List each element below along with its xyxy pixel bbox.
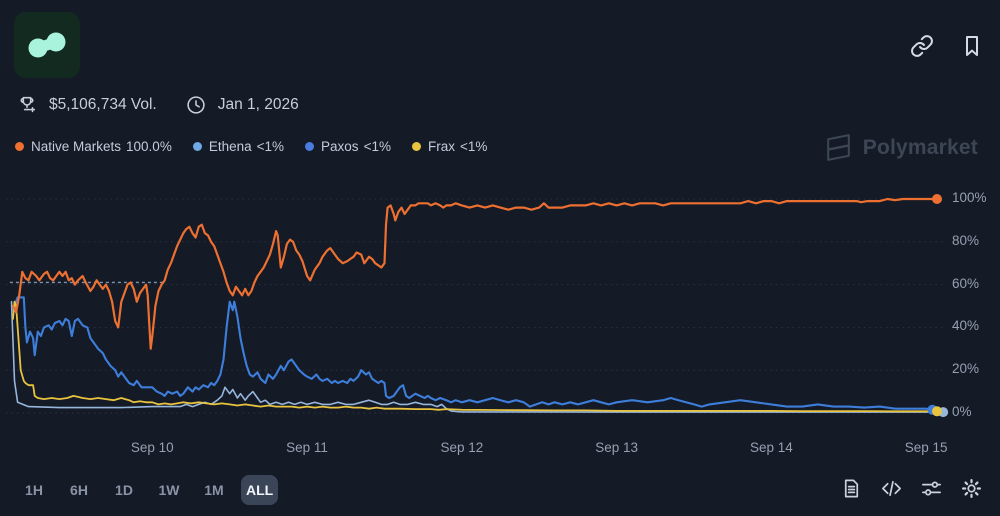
y-tick-label: 100% (952, 190, 987, 205)
market-avatar (14, 12, 80, 78)
clock-icon (185, 94, 207, 116)
header-actions (910, 34, 984, 58)
series-line-native-markets (11, 197, 939, 350)
x-tick-label: Sep 11 (286, 440, 328, 455)
code-icon[interactable] (880, 477, 903, 500)
y-tick-label: 60% (952, 275, 980, 291)
range-button-all[interactable]: ALL (241, 475, 279, 505)
document-icon[interactable] (840, 477, 863, 500)
legend-item-frax[interactable]: Frax <1% (411, 139, 488, 154)
legend-label: Paxos (321, 139, 359, 154)
series-dot-ethena (192, 142, 202, 151)
legend-value: <1% (363, 139, 391, 154)
time-range-toolbar: 1H 6H 1D 1W 1M ALL (16, 475, 279, 505)
y-tick-label: 20% (952, 361, 980, 377)
legend-value: <1% (256, 139, 285, 154)
legend-value: <1% (459, 139, 488, 154)
range-button-1h[interactable]: 1H (16, 475, 52, 505)
y-tick-label: 0% (952, 404, 972, 419)
x-tick-label: Sep 14 (749, 440, 793, 455)
x-tick-label: Sep 10 (130, 440, 174, 455)
series-line-paxos (11, 296, 934, 411)
end-date-text: Jan 1, 2026 (217, 96, 299, 113)
y-tick-label: 40% (952, 318, 980, 334)
range-button-1d[interactable]: 1D (106, 475, 142, 505)
bookmark-icon[interactable] (960, 34, 984, 58)
series-end-dot-native-markets (932, 194, 942, 204)
series-line-frax (12, 300, 938, 413)
series-line-ethena (10, 300, 945, 413)
range-button-1m[interactable]: 1M (196, 475, 232, 505)
settings-icon[interactable] (960, 477, 983, 500)
link-icon[interactable] (910, 34, 934, 58)
chart-legend: Native Markets 100.0% Ethena <1% Paxos <… (15, 139, 487, 154)
filters-icon[interactable] (920, 477, 943, 500)
series-dot-frax (411, 142, 421, 151)
polymarket-logo-icon (826, 134, 850, 161)
x-tick-label: Sep 13 (595, 440, 638, 455)
polymarket-watermark: Polymarket (822, 131, 978, 164)
x-tick-label: Sep 12 (440, 440, 484, 455)
y-tick-label: 80% (952, 232, 980, 248)
series-dot-native (15, 142, 24, 151)
legend-item-ethena[interactable]: Ethena <1% (192, 139, 285, 154)
mint-blob-icon (28, 32, 66, 58)
x-tick-label: Sep 15 (904, 440, 948, 455)
series-end-dot-frax (932, 406, 942, 417)
series-dot-paxos (305, 142, 315, 151)
range-button-6h[interactable]: 6H (61, 475, 97, 505)
volume-text: $5,106,734 Vol. (49, 96, 157, 113)
market-stats: $5,106,734 Vol. Jan 1, 2026 (16, 94, 299, 116)
legend-label: Frax (427, 139, 455, 154)
chart-tools (840, 477, 983, 500)
legend-item-native-markets[interactable]: Native Markets 100.0% (15, 139, 172, 154)
watermark-text: Polymarket (862, 135, 978, 159)
legend-value: 100.0% (126, 139, 172, 154)
legend-item-paxos[interactable]: Paxos <1% (305, 139, 391, 154)
legend-label: Native Markets (31, 139, 122, 154)
legend-label: Ethena (208, 139, 252, 154)
trophy-icon (16, 94, 38, 116)
range-button-1w[interactable]: 1W (151, 475, 187, 505)
